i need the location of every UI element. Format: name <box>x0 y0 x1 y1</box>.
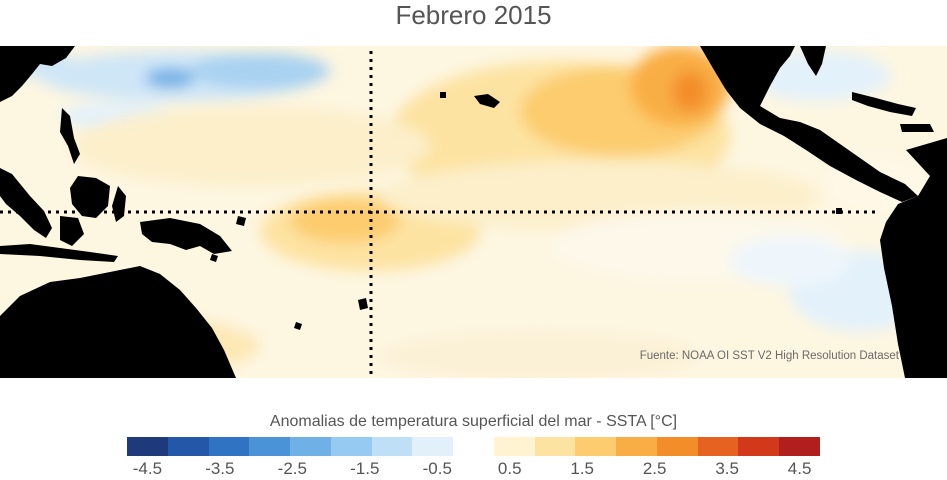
colorbar-tick-label: 4.5 <box>787 459 812 478</box>
land-masses <box>0 46 947 378</box>
colorbar-swatch <box>371 437 413 456</box>
colorbar-swatch <box>779 437 821 456</box>
colorbar-swatch <box>412 437 454 456</box>
colorbar-tick-label: -1.5 <box>350 459 380 478</box>
colorbar-tick-label: 2.5 <box>642 459 667 478</box>
colorbar-swatch <box>453 437 494 456</box>
colorbar-swatch <box>330 437 372 456</box>
colorbar-swatch <box>697 437 739 456</box>
colorbar-swatch <box>249 437 291 456</box>
colorbar-swatch <box>127 437 168 456</box>
colorbar-swatch <box>575 437 617 456</box>
colorbar-swatch <box>167 437 209 456</box>
data-source-credit: Fuente: NOAA OI SST V2 High Resolution D… <box>639 350 899 362</box>
colorbar-tick-label: -0.5 <box>422 459 452 478</box>
colorbar-tick-label: 3.5 <box>715 459 739 478</box>
colorbar-swatch <box>534 437 576 456</box>
colorbar-tick-label: 1.5 <box>570 459 595 478</box>
colorbar-tick-label: -2.5 <box>277 459 307 478</box>
colorbar <box>127 437 821 456</box>
colorbar-swatch <box>208 437 250 456</box>
map-title: Febrero 2015 <box>395 0 552 30</box>
colorbar-swatch <box>290 437 331 456</box>
colorbar-ticks: -4.5 -3.5 -2.5 -1.5 -0.5 0.5 1.5 2.5 3.5 4.5 <box>127 459 820 479</box>
ssta-map <box>0 46 947 381</box>
colorbar-swatch <box>616 437 657 456</box>
colorbar-tick-label: 0.5 <box>497 459 522 478</box>
anomaly-field <box>0 46 935 381</box>
map-canvas <box>0 46 947 381</box>
colorbar-swatch <box>493 437 535 456</box>
colorbar-swatch <box>656 437 698 456</box>
colorbar-label: Anomalias de temperatura superficial del… <box>269 413 678 430</box>
colorbar-tick-label: -4.5 <box>132 459 163 478</box>
colorbar-tick-label: -3.5 <box>205 459 235 478</box>
colorbar-swatch <box>738 437 780 456</box>
